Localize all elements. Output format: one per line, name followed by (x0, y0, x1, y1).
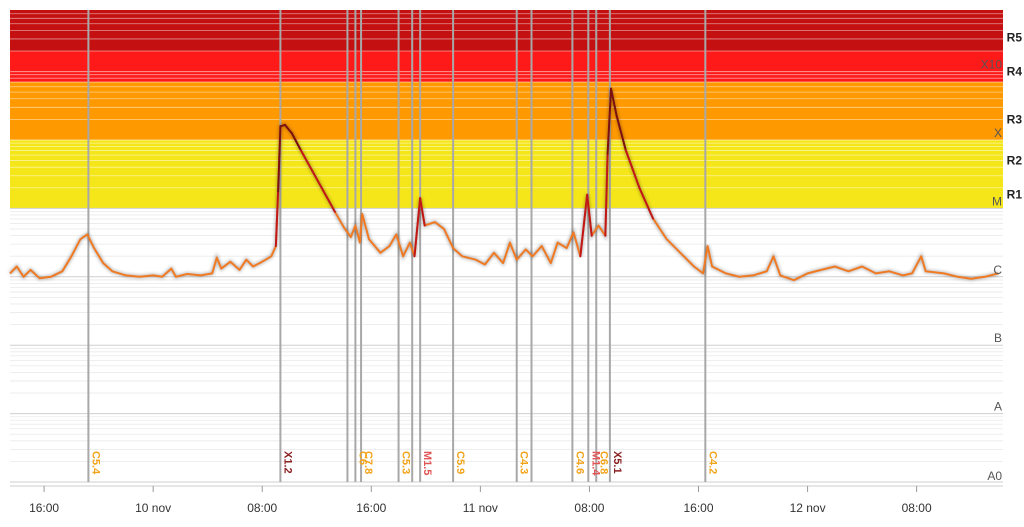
flare-label-c7-8: C7.8 (362, 451, 374, 474)
flux-segment-high (604, 152, 609, 237)
flux-segment-high (586, 193, 593, 237)
x-axis: 16:00 10 nov 08:00 16:00 11 nov 08:00 16:00 12 … (10, 485, 1003, 515)
flare-label-c4-6: C4.6 (573, 451, 585, 474)
flare-label-x1-2: X1.2 (281, 451, 293, 474)
x-tick-label: 16:00 (356, 501, 386, 515)
y-label-m: M (992, 194, 1002, 208)
radio-label-r4: R4 (1007, 65, 1023, 79)
flux-segment-high (322, 190, 336, 213)
radio-label-r2: R2 (1007, 153, 1023, 167)
radio-label-r3: R3 (1007, 112, 1023, 126)
flux-segment-high (579, 193, 589, 258)
flux-segment-high (283, 123, 293, 135)
x-tick-label: 08:00 (902, 501, 932, 515)
grid-lines (10, 13, 1003, 483)
flare-label-m1-5: M1.5 (421, 451, 433, 475)
flare-label-x5-1: X5.1 (611, 451, 623, 474)
radio-label-r1: R1 (1007, 188, 1023, 202)
y-label-a: A (994, 400, 1002, 414)
flux-segment-high (624, 149, 641, 189)
flare-label-c4-3: C4.3 (518, 451, 530, 474)
flux-segment-high (615, 115, 627, 152)
flare-label-c6: C6 (356, 451, 368, 465)
x-tick-label: 10 nov (135, 501, 171, 515)
flare-label-c5-3: C5.3 (400, 451, 412, 474)
x-tick-label: 16:00 (683, 501, 713, 515)
flare-label-c4-2: C4.2 (706, 451, 718, 474)
x-tick-label: 08:00 (574, 501, 604, 515)
flux-segment-high (413, 197, 422, 258)
y-axis-labels: A0 A B C M X X10 R1 R2 R3 R4 R5 (981, 30, 1023, 483)
flare-label-c6-8: C6.8 (597, 451, 609, 474)
flux-line (9, 87, 999, 282)
x-tick-label: 08:00 (247, 501, 277, 515)
flux-segment-high (277, 125, 282, 193)
y-label-a0: A0 (987, 469, 1002, 483)
flux-segment-high (606, 87, 613, 155)
x-tick-label: 16:00 (29, 501, 59, 515)
flux-segment-high (290, 132, 302, 152)
flare-label-m1-4: M1.4 (589, 451, 601, 476)
band-2 (10, 51, 1003, 82)
flux-series (8, 87, 999, 283)
x-tick-label: 12 nov (790, 501, 826, 515)
band-0 (10, 139, 1003, 209)
flux-segment-high (638, 186, 655, 220)
flux-segment-high (419, 197, 426, 227)
flux-segment-high (299, 149, 314, 172)
flare-label-c5-4: C5.4 (89, 451, 101, 475)
y-label-b: B (994, 331, 1002, 345)
flux-segment-high (610, 87, 618, 118)
y-label-x: X (994, 126, 1002, 140)
y-label-x10: X10 (981, 58, 1003, 72)
flux-segment-high (274, 190, 280, 247)
flux-segment-high (311, 169, 325, 193)
flare-label-c5-9: C5.9 (454, 451, 466, 474)
band-1 (10, 81, 1003, 140)
radio-label-r5: R5 (1007, 30, 1023, 44)
x-tick-label: 11 nov (463, 501, 498, 515)
flare-class-bands (10, 10, 1003, 209)
y-label-c: C (993, 263, 1002, 277)
